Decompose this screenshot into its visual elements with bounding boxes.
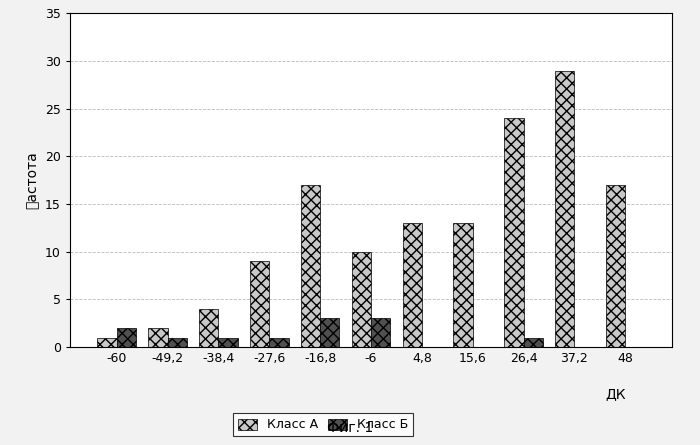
Bar [250,261,270,347]
Bar [371,319,391,347]
Y-axis label: 䉺астота: 䉺астота [25,151,39,209]
Bar [606,185,625,347]
Text: ДК: ДК [606,387,626,401]
Text: Фиг. 1: Фиг. 1 [327,421,373,435]
Bar [148,328,167,347]
Bar [402,223,422,347]
Bar [454,223,473,347]
Bar [301,185,320,347]
Bar [218,338,238,347]
Bar [351,252,371,347]
Bar [504,118,524,347]
Bar [270,338,288,347]
Bar [167,338,187,347]
Bar [524,338,543,347]
Bar [117,328,136,347]
Bar [320,319,340,347]
Bar [555,71,575,347]
Bar [199,309,218,347]
Legend: Класс A, Класс Б: Класс A, Класс Б [233,413,413,437]
Bar [97,338,117,347]
